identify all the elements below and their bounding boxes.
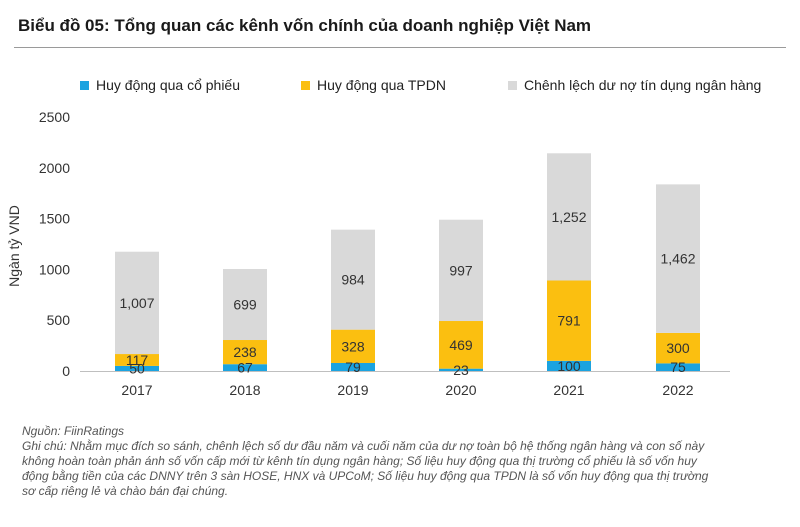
bar-segment (547, 360, 591, 371)
note-line: không hoàn toàn phản ánh số vốn cấp mới … (22, 454, 697, 468)
note-line: Ghi chú: Nhằm mục đích so sánh, chênh lệ… (22, 439, 705, 453)
bar-segment (439, 368, 483, 371)
y-axis-label: Ngàn tỷ VND (6, 205, 22, 287)
legend-label: Huy động qua cổ phiếu (96, 77, 240, 93)
data-label: 238 (233, 344, 257, 360)
data-label: 75 (670, 359, 686, 375)
bar-segment (547, 153, 591, 281)
bar-segment (331, 362, 375, 371)
legend-swatch (508, 81, 517, 90)
title-divider (14, 47, 786, 48)
data-label: 23 (453, 362, 469, 378)
data-label: 79 (345, 359, 361, 375)
chart-title: Biểu đồ 05: Tổng quan các kênh vốn chính… (18, 16, 592, 35)
data-label: 699 (233, 297, 257, 313)
y-tick-label: 2500 (39, 109, 70, 125)
data-label: 328 (341, 338, 365, 354)
bar-segment (115, 251, 159, 355)
data-label: 117 (126, 352, 149, 368)
legend-swatch (301, 81, 310, 90)
y-tick-label: 500 (47, 312, 71, 328)
bar-segment (331, 329, 375, 363)
legend-swatch (80, 81, 89, 90)
bar-segment (223, 340, 267, 365)
bar-segment (656, 363, 700, 371)
data-label: 997 (449, 262, 473, 278)
y-tick-label: 1000 (39, 261, 70, 277)
data-label: 984 (341, 272, 365, 288)
x-tick-label: 2017 (121, 382, 152, 398)
x-tick-label: 2021 (553, 382, 584, 398)
bar-segment (223, 268, 267, 341)
x-tick-label: 2022 (662, 382, 693, 398)
note-line: sơ cấp riêng lẻ và chào bán đại chúng. (22, 484, 229, 498)
bar-segment (115, 365, 159, 371)
stacked-bar-chart: Huy động qua cổ phiếu Huy động qua TPDN Ch… (6, 77, 761, 398)
data-label: 469 (449, 337, 473, 353)
x-tick-label: 2018 (229, 382, 260, 398)
data-label: 300 (666, 340, 690, 356)
data-label: 100 (557, 358, 581, 374)
data-label: 1,007 (119, 295, 154, 311)
source-note: Nguồn: FiinRatings (22, 424, 125, 438)
y-tick-label: 2000 (39, 160, 70, 176)
bar-segment (656, 332, 700, 364)
data-label: 67 (237, 360, 253, 376)
x-tick-label: 2019 (337, 382, 368, 398)
chart-notes: Nguồn: FiinRatings Ghi chú: Nhằm mục đíc… (22, 424, 782, 499)
legend-label: Huy động qua TPDN (317, 77, 446, 93)
y-tick-label: 1500 (39, 211, 70, 227)
data-label: 50 (129, 360, 145, 376)
bar-segment (656, 184, 700, 333)
bar-segment (223, 364, 267, 371)
bar-segment (439, 321, 483, 369)
bar-segment (439, 219, 483, 322)
data-label: 1,462 (660, 251, 695, 267)
bar-segment (115, 354, 159, 366)
x-tick-label: 2020 (445, 382, 476, 398)
bar-segment (547, 280, 591, 361)
legend-label: Chênh lệch dư nợ tín dụng ngân hàng (524, 77, 761, 93)
data-label: 791 (557, 313, 581, 329)
y-tick-label: 0 (62, 363, 70, 379)
bar-segment (331, 229, 375, 330)
note-line: động bằng tiền của các DNNY trên 3 sàn H… (22, 469, 709, 483)
data-label: 1,252 (551, 209, 586, 225)
